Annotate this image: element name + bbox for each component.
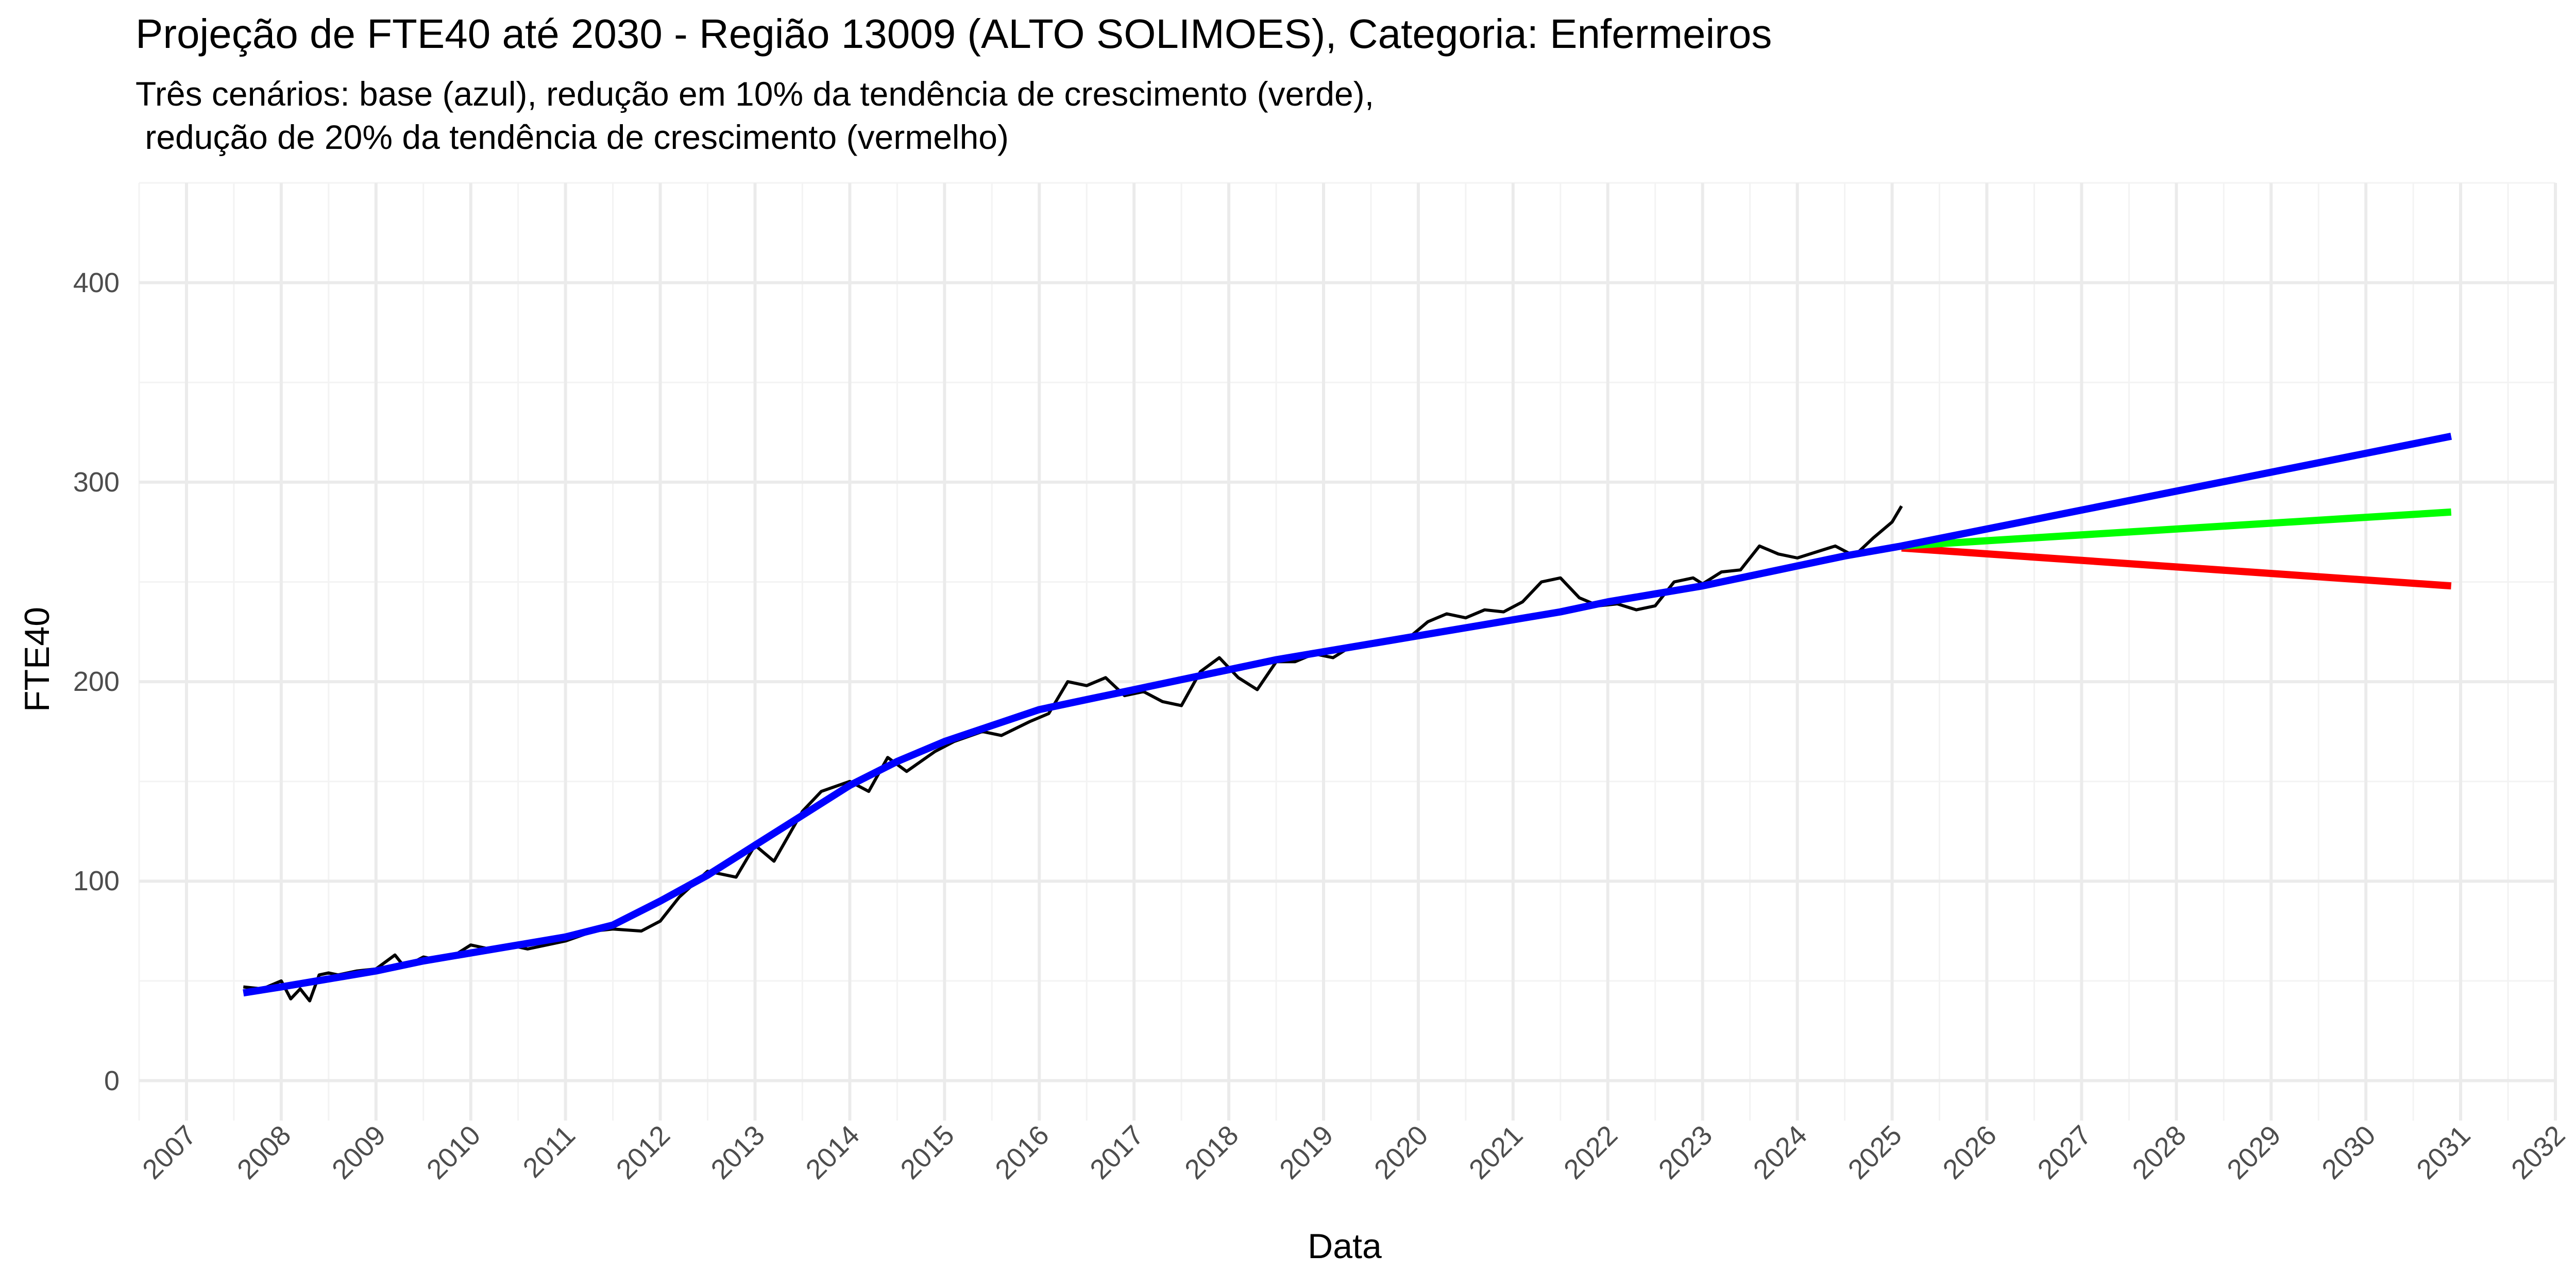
- x-tick-label: 2020: [1368, 1120, 1434, 1185]
- x-tick-label: 2030: [2316, 1120, 2381, 1185]
- x-tick-label: 2007: [137, 1120, 202, 1185]
- x-tick-label: 2023: [1653, 1120, 1718, 1185]
- x-tick-label: 2018: [1179, 1120, 1244, 1185]
- y-tick-label: 400: [73, 267, 120, 298]
- chart-title: Projeção de FTE40 até 2030 - Região 1300…: [135, 11, 1772, 57]
- x-tick-label: 2032: [2505, 1120, 2571, 1185]
- x-tick-label: 2027: [2031, 1120, 2097, 1185]
- series-line-base: [243, 432, 2452, 997]
- x-tick-label: 2031: [2411, 1120, 2476, 1185]
- x-tick-label: 2025: [1842, 1120, 1908, 1185]
- x-axis-label: Data: [1308, 1227, 1382, 1266]
- series-line-observed: [243, 505, 1903, 1003]
- x-tick-label: 2024: [1748, 1120, 1813, 1185]
- series-layer: [243, 432, 2452, 1003]
- x-tick-label: 2011: [517, 1120, 582, 1184]
- x-tick-label: 2013: [705, 1120, 771, 1185]
- grid-major: [139, 183, 2557, 1121]
- x-tick-label: 2021: [1463, 1120, 1529, 1185]
- x-tick-label: 2010: [421, 1120, 486, 1185]
- grid-minor: [138, 182, 2555, 1121]
- x-tick-label: 2012: [611, 1120, 676, 1185]
- x-tick-label: 2026: [1937, 1120, 2003, 1185]
- x-tick-label: 2016: [989, 1120, 1055, 1185]
- chart-subtitle: Três cenários: base (azul), redução em 1…: [135, 75, 1375, 156]
- x-tick-labels: 2007 2008 2009 2010 2011 2012 2013 2014 2015 2016…: [137, 1120, 2571, 1185]
- x-tick-label: 2028: [2126, 1120, 2192, 1185]
- x-tick-label: 2015: [894, 1120, 960, 1185]
- y-tick-label: 200: [73, 666, 120, 698]
- x-tick-label: 2009: [326, 1120, 392, 1185]
- x-tick-label: 2022: [1558, 1120, 1623, 1185]
- x-tick-label: 2029: [2221, 1120, 2286, 1185]
- series-line-reducao_20: [1901, 544, 2452, 590]
- y-tick-label: 100: [73, 866, 120, 897]
- y-tick-label: 300: [73, 466, 120, 498]
- x-tick-label: 2014: [800, 1120, 866, 1185]
- series-line-reducao_10: [1901, 508, 2452, 550]
- x-tick-label: 2017: [1084, 1120, 1149, 1185]
- x-tick-label: 2019: [1274, 1120, 1339, 1185]
- x-tick-label: 2008: [231, 1120, 297, 1185]
- y-tick-label: 0: [104, 1065, 120, 1096]
